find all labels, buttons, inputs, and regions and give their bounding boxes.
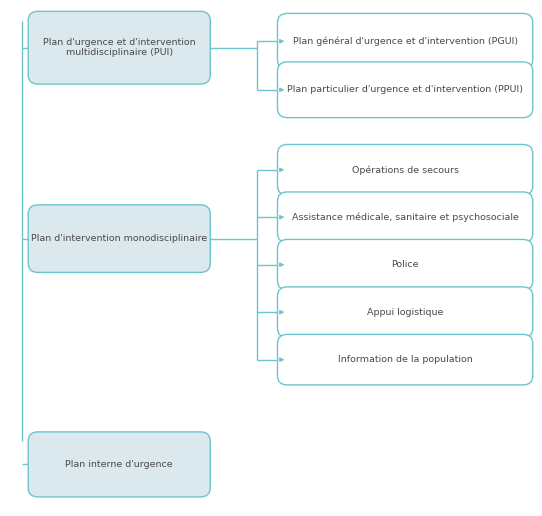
FancyBboxPatch shape (278, 239, 533, 290)
Text: Plan général d'urgence et d'intervention (PGUI): Plan général d'urgence et d'intervention… (293, 37, 518, 46)
FancyBboxPatch shape (278, 334, 533, 385)
Text: Police: Police (391, 260, 419, 269)
Text: Plan particulier d'urgence et d'intervention (PPUI): Plan particulier d'urgence et d'interven… (287, 85, 523, 94)
FancyBboxPatch shape (28, 205, 210, 272)
FancyBboxPatch shape (278, 13, 533, 69)
Text: Plan d'intervention monodisciplinaire: Plan d'intervention monodisciplinaire (31, 234, 208, 243)
Text: Assistance médicale, sanitaire et psychosociale: Assistance médicale, sanitaire et psycho… (292, 213, 519, 222)
FancyBboxPatch shape (278, 144, 533, 195)
FancyBboxPatch shape (278, 192, 533, 243)
Text: Opérations de secours: Opérations de secours (352, 165, 459, 174)
FancyBboxPatch shape (28, 432, 210, 497)
FancyBboxPatch shape (28, 11, 210, 84)
Text: Plan d'urgence et d'intervention
multidisciplinaire (PUI): Plan d'urgence et d'intervention multidi… (43, 38, 196, 57)
Text: Plan interne d'urgence: Plan interne d'urgence (66, 460, 173, 469)
Text: Information de la population: Information de la population (338, 355, 473, 364)
Text: Appui logistique: Appui logistique (367, 308, 443, 317)
FancyBboxPatch shape (278, 62, 533, 118)
FancyBboxPatch shape (278, 287, 533, 337)
